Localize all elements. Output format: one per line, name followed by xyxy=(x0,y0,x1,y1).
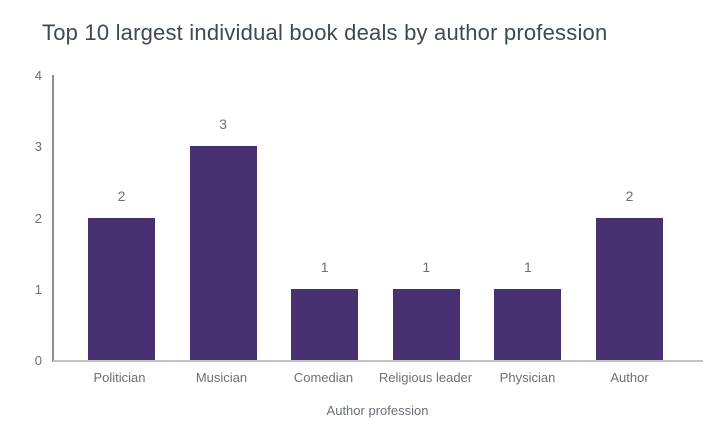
y-tick-label-0: 0 xyxy=(34,353,42,368)
x-tick-label-comedian: Comedian xyxy=(293,370,354,385)
y-tick-label-3: 3 xyxy=(34,139,42,155)
bar-author: 2 xyxy=(595,188,663,360)
bar-religious-leader: 1 xyxy=(392,259,460,360)
y-tick-label-2: 2 xyxy=(34,210,42,226)
y-tick-label-1: 1 xyxy=(34,281,42,297)
x-tick-label-politician: Politician xyxy=(93,370,146,385)
chart-title: Top 10 largest individual book deals by … xyxy=(42,20,608,45)
y-tick-label-4: 4 xyxy=(34,68,42,83)
x-tick-label-author: Author xyxy=(610,370,649,385)
x-axis-title: Author profession xyxy=(326,403,429,418)
bar-value-label: 1 xyxy=(320,258,329,275)
bar-value-label: 2 xyxy=(625,187,634,204)
bar-physician: 1 xyxy=(494,259,562,360)
bar-politician: 2 xyxy=(88,188,155,360)
bar-musician: 3 xyxy=(189,116,257,360)
bar-value-label: 3 xyxy=(219,116,227,133)
bar-comedian: 1 xyxy=(291,259,359,360)
bar-value-label: 2 xyxy=(117,187,126,204)
x-axis-tick-labels: Politician Musician Comedian Religious lead… xyxy=(52,370,703,385)
bar-value-label: 1 xyxy=(422,258,431,275)
x-tick-label-religious-leader: Religious leader xyxy=(378,370,473,385)
bar-value-label: 1 xyxy=(523,258,532,275)
x-tick-label-musician: Musician xyxy=(195,370,248,385)
plot-area: 2 3 1 1 1 2 xyxy=(52,75,703,362)
x-tick-label-physician: Physician xyxy=(499,370,556,385)
